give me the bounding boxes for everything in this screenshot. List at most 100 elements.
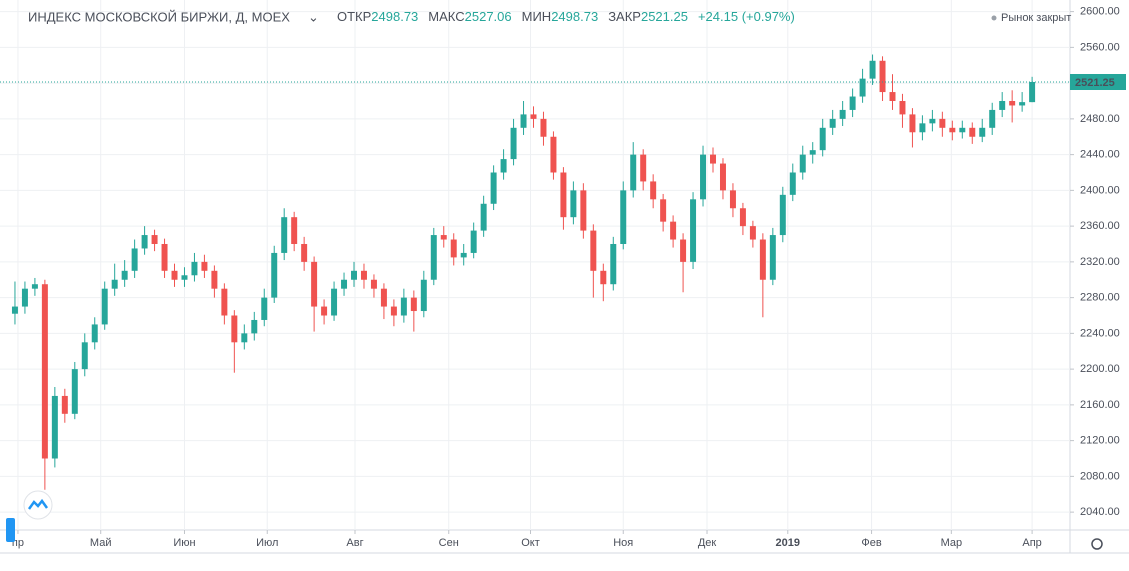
candle-body [829, 118, 836, 128]
chart-title: ИНДЕКС МОСКОВСКОЙ БИРЖИ, Д, MOEX [28, 9, 290, 24]
settings-icon[interactable] [1091, 538, 1103, 550]
candle-body [291, 217, 298, 244]
candle-body [979, 127, 986, 137]
y-tick-label: 2600.00 [1080, 6, 1120, 18]
candle-body [400, 297, 407, 316]
candle-body [231, 315, 238, 343]
stat-value: 2521.25 [641, 9, 688, 24]
y-tick-label: 2280.00 [1080, 292, 1120, 304]
x-tick-label: Фев [861, 537, 881, 549]
candle-body [351, 270, 357, 280]
candle-body [191, 261, 198, 276]
x-tick-label: Ноя [613, 537, 633, 549]
candle-body [91, 324, 98, 343]
candle-body [690, 199, 697, 262]
candle-body [500, 159, 507, 173]
candle-body [360, 270, 367, 280]
candle-body [660, 199, 667, 222]
stat-label: ЗАКР [608, 9, 641, 24]
candle-body [201, 261, 208, 271]
candle-body [1009, 100, 1016, 106]
candle-body [929, 118, 936, 124]
candle-body [450, 239, 457, 258]
candle-body [869, 60, 876, 79]
candle-body [989, 109, 996, 128]
candle-body [121, 270, 128, 280]
candle-body [650, 181, 657, 200]
x-tick-label: Апр [1022, 537, 1041, 549]
candle-body [470, 230, 477, 253]
candle-body [600, 270, 607, 285]
x-tick-label: 2019 [776, 537, 800, 549]
stat-value: 2527.06 [465, 9, 512, 24]
candle-body [271, 252, 278, 298]
candle-body [71, 369, 78, 414]
candles [0, 54, 1070, 490]
y-tick-label: 2040.00 [1080, 506, 1120, 518]
candle-body [630, 154, 637, 191]
candle-body [101, 288, 108, 325]
market-status: Рынок закрыт [1001, 12, 1071, 24]
candle-body [700, 154, 707, 200]
ohlc-stats: ОТКР2498.73 МАКС2527.06 МИН2498.73 ЗАКР2521… [337, 9, 795, 24]
stat-label: МИН [522, 9, 552, 24]
candle-body [341, 279, 348, 289]
title-caret: ⌄ [308, 9, 319, 24]
x-tick-label: Мар [941, 537, 963, 549]
candle-body [410, 297, 417, 312]
candle-body [680, 239, 687, 262]
candle-body [440, 235, 447, 240]
candle-body [909, 114, 916, 133]
candle-body [81, 342, 88, 370]
candle-body [640, 154, 647, 182]
candle-body [211, 270, 218, 289]
candle-body [939, 118, 946, 128]
candle-body [331, 288, 338, 316]
y-tick-label: 2120.00 [1080, 435, 1120, 447]
x-tick-label: Июн [173, 537, 195, 549]
candle-body [241, 333, 248, 343]
candle-body [1019, 102, 1026, 106]
candle-body [670, 221, 677, 240]
stat-label: МАКС [428, 9, 464, 24]
candle-body [370, 279, 377, 289]
status-dot [991, 15, 997, 21]
last-price-label: 2521.25 [1075, 77, 1115, 89]
candle-body [789, 172, 796, 195]
candle-body [719, 163, 726, 191]
candle-body [460, 252, 467, 258]
y-tick-label: 2480.00 [1080, 113, 1120, 125]
candle-body [859, 78, 866, 97]
candle-body [380, 288, 387, 307]
stat-value: 2498.73 [551, 9, 598, 24]
candle-body [301, 243, 308, 262]
y-tick-label: 2360.00 [1080, 220, 1120, 232]
x-tick-label: Сен [439, 537, 459, 549]
candle-body [769, 235, 776, 280]
candle-body [221, 288, 228, 316]
candle-body [779, 194, 786, 236]
candle-body [171, 270, 178, 280]
candle-body [141, 235, 148, 249]
candle-body [580, 190, 587, 231]
side-tab[interactable] [6, 518, 15, 542]
y-tick-label: 2320.00 [1080, 256, 1120, 268]
candle-body [281, 217, 288, 253]
candle-body [430, 235, 437, 280]
y-tick-label: 2200.00 [1080, 363, 1120, 375]
x-tick-label: Авг [346, 537, 363, 549]
candle-body [530, 114, 537, 119]
candle-body [151, 235, 158, 244]
candle-body [889, 92, 896, 101]
candle-body [819, 127, 826, 151]
x-tick-label: Май [90, 537, 112, 549]
candle-body [31, 284, 38, 289]
candle-body [999, 100, 1006, 110]
candle-body [759, 239, 766, 280]
candle-body [729, 190, 736, 209]
candle-body [510, 127, 517, 160]
candle-body [420, 279, 427, 312]
candle-body [739, 208, 746, 227]
last-price-tag [1070, 74, 1126, 91]
